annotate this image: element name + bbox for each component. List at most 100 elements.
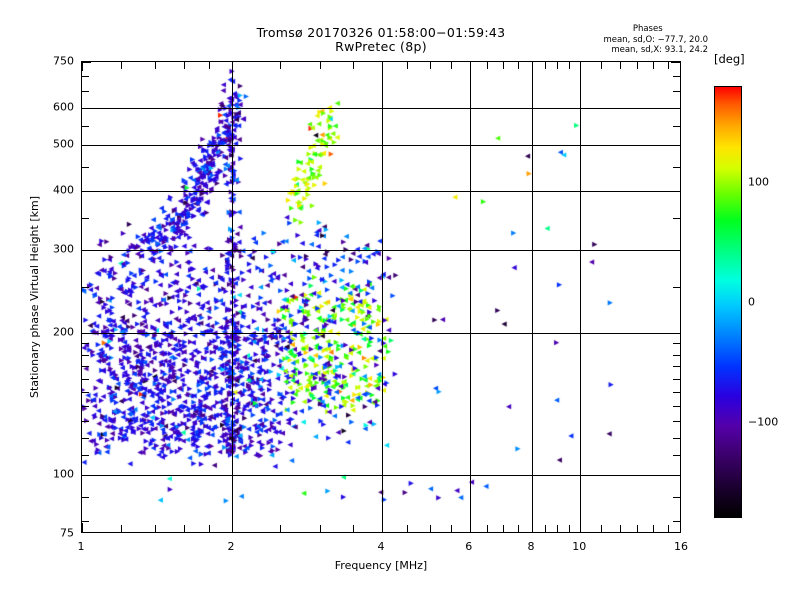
x-axis-tick bbox=[82, 523, 83, 532]
y-axis-tick bbox=[673, 497, 680, 498]
y-axis-tick bbox=[82, 333, 91, 334]
y-axis-tick bbox=[671, 250, 680, 251]
y-axis-tick bbox=[82, 191, 91, 192]
x-axis-tick bbox=[470, 523, 471, 532]
colorbar-gradient bbox=[714, 86, 742, 518]
plot-area bbox=[81, 61, 681, 533]
x-axis-tick bbox=[557, 62, 558, 69]
gridline-vertical bbox=[232, 62, 233, 532]
x-axis-tick bbox=[353, 525, 354, 532]
y-axis-tick bbox=[673, 355, 680, 356]
y-axis-tick bbox=[82, 379, 89, 380]
y-axis-tick bbox=[673, 521, 680, 522]
x-axis-tick bbox=[320, 525, 321, 532]
y-axis-tick bbox=[673, 91, 680, 92]
y-axis-tick bbox=[82, 392, 89, 393]
x-axis-tick bbox=[82, 62, 83, 71]
x-axis-tick bbox=[557, 525, 558, 532]
y-axis-tick bbox=[82, 218, 89, 219]
y-axis-tick bbox=[82, 62, 91, 63]
x-axis-title: Frequency [MHz] bbox=[334, 559, 428, 572]
x-axis-tick bbox=[653, 525, 654, 532]
y-axis-tick bbox=[82, 455, 89, 456]
y-axis-title: Stationary phase Virtual Height [km] bbox=[28, 195, 41, 399]
plot-title-block: Tromsø 20170326 01:58:00−01:59:43 RwPret… bbox=[81, 26, 681, 54]
y-axis-tick bbox=[82, 250, 91, 251]
y-axis-tick bbox=[671, 145, 680, 146]
x-tick-label: 16 bbox=[674, 540, 688, 553]
phase-stats-o-mode: mean, sd,O: −77.7, 20.0 bbox=[603, 34, 708, 45]
x-axis-tick bbox=[487, 62, 488, 69]
y-axis-tick bbox=[673, 421, 680, 422]
x-axis-tick bbox=[353, 62, 354, 69]
y-axis-tick bbox=[82, 91, 89, 92]
x-axis-tick bbox=[503, 525, 504, 532]
y-axis-tick bbox=[82, 145, 91, 146]
x-axis-tick bbox=[184, 62, 185, 69]
x-axis-tick bbox=[451, 62, 452, 69]
x-axis-tick bbox=[545, 62, 546, 69]
x-tick-label: 4 bbox=[377, 540, 385, 553]
y-axis-tick bbox=[82, 421, 89, 422]
y-axis-tick bbox=[82, 108, 91, 109]
page-title: Tromsø 20170326 01:58:00−01:59:43 bbox=[256, 25, 506, 40]
colorbar: 100 0 −100 bbox=[714, 86, 778, 518]
y-axis-tick bbox=[673, 287, 680, 288]
phase-stats-annotation: Phases mean, sd,O: −77.7, 20.0 mean, sd,… bbox=[603, 24, 708, 56]
y-axis-tick bbox=[82, 366, 89, 367]
x-axis-tick bbox=[232, 523, 233, 532]
colorbar-unit-label: [deg] bbox=[714, 52, 745, 66]
gridline-horizontal bbox=[82, 250, 680, 251]
y-tick-label: 600 bbox=[53, 100, 74, 114]
x-axis-tick bbox=[155, 525, 156, 532]
y-axis-tick bbox=[82, 126, 89, 127]
y-axis-tick bbox=[82, 438, 89, 439]
x-axis-tick bbox=[637, 62, 638, 69]
gridline-horizontal bbox=[82, 108, 680, 109]
x-axis-tick bbox=[532, 62, 533, 71]
x-axis-tick bbox=[601, 62, 602, 69]
x-axis-tick bbox=[280, 525, 281, 532]
y-axis-tick bbox=[673, 438, 680, 439]
gridline-horizontal bbox=[82, 191, 680, 192]
x-axis-tick bbox=[620, 525, 621, 532]
y-axis-tick bbox=[673, 343, 680, 344]
x-axis-tick bbox=[637, 525, 638, 532]
y-axis-tick bbox=[671, 333, 680, 334]
y-tick-label: 750 bbox=[53, 54, 74, 68]
x-axis-tick bbox=[155, 62, 156, 69]
x-axis-tick bbox=[580, 523, 581, 532]
y-axis-tick bbox=[82, 355, 89, 356]
x-axis-tick bbox=[430, 62, 431, 69]
x-axis-tick bbox=[487, 525, 488, 532]
y-tick-label: 400 bbox=[53, 183, 74, 197]
x-axis-tick bbox=[320, 62, 321, 69]
colorbar-tick-label: −100 bbox=[748, 415, 779, 429]
x-axis-tick bbox=[209, 62, 210, 69]
x-axis-tick bbox=[545, 525, 546, 532]
y-axis-tick bbox=[82, 475, 91, 476]
colorbar-tick-label: 100 bbox=[748, 175, 769, 189]
x-axis-tick bbox=[518, 525, 519, 532]
x-tick-label: 2 bbox=[227, 540, 235, 553]
x-axis-tick bbox=[382, 62, 383, 71]
x-tick-label: 6 bbox=[465, 540, 473, 553]
gridline-horizontal bbox=[82, 145, 680, 146]
y-tick-label: 75 bbox=[60, 526, 74, 540]
y-axis-tick bbox=[673, 366, 680, 367]
x-axis-tick bbox=[280, 62, 281, 69]
x-axis-tick bbox=[569, 62, 570, 69]
x-axis-tick bbox=[382, 523, 383, 532]
x-tick-label: 8 bbox=[527, 540, 535, 553]
y-axis-tick bbox=[673, 379, 680, 380]
x-axis-tick bbox=[470, 62, 471, 71]
y-tick-label: 500 bbox=[53, 137, 74, 151]
y-axis-tick bbox=[671, 191, 680, 192]
y-axis-tick bbox=[673, 167, 680, 168]
x-axis-tick bbox=[601, 525, 602, 532]
x-axis-tick bbox=[518, 62, 519, 69]
gridline-vertical bbox=[580, 62, 581, 532]
x-axis-tick bbox=[209, 525, 210, 532]
x-axis-tick bbox=[407, 62, 408, 69]
